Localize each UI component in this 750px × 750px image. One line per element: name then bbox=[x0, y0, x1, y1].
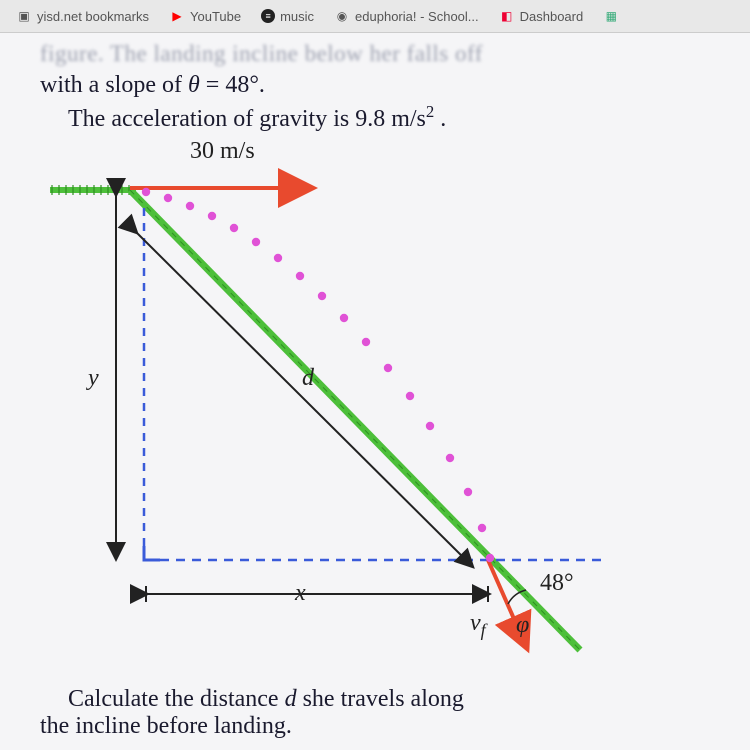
blurred-text-line: figure. The landing incline below her fa… bbox=[40, 41, 730, 67]
text-fragment: . bbox=[434, 106, 446, 132]
canvas-icon: ◧ bbox=[499, 8, 515, 24]
page-icon: ▣ bbox=[16, 8, 32, 24]
bookmark-yisd[interactable]: ▣ yisd.net bookmarks bbox=[8, 6, 157, 26]
velocity-label: 30 m/s bbox=[190, 138, 255, 165]
bookmark-dashboard[interactable]: ◧ Dashboard bbox=[491, 6, 592, 26]
bookmark-label: yisd.net bookmarks bbox=[37, 9, 149, 24]
page-icon: ▦ bbox=[603, 8, 619, 24]
question-line1: Calculate the distance d she travels alo… bbox=[40, 686, 730, 713]
physics-diagram: 30 m/s y d x 48° vf φ bbox=[50, 140, 610, 680]
bookmarks-bar: ▣ yisd.net bookmarks ▶ YouTube ≡ music ◉… bbox=[0, 0, 750, 33]
slope-text: with a slope of θ = 48°. bbox=[40, 69, 730, 101]
y-axis-label: y bbox=[88, 365, 99, 392]
bookmark-music[interactable]: ≡ music bbox=[253, 7, 322, 26]
bookmark-label: YouTube bbox=[190, 9, 241, 24]
angle-value: = 48° bbox=[200, 72, 259, 98]
bookmark-partial[interactable]: ▦ bbox=[595, 6, 619, 26]
question-line2: the incline before landing. bbox=[40, 713, 730, 740]
text-fragment: The acceleration of gravity is 9.8 m/s bbox=[68, 106, 426, 132]
phi-label: φ bbox=[516, 612, 529, 639]
question-text: Calculate the distance d she travels alo… bbox=[0, 680, 750, 740]
vf-sub: f bbox=[481, 620, 486, 640]
globe-icon: ◉ bbox=[334, 8, 350, 24]
bookmark-youtube[interactable]: ▶ YouTube bbox=[161, 6, 249, 26]
spotify-icon: ≡ bbox=[261, 9, 275, 23]
bookmark-label: Dashboard bbox=[520, 9, 584, 24]
bookmark-label: eduphoria! - School... bbox=[355, 9, 479, 24]
bookmark-label: music bbox=[280, 9, 314, 24]
vf-label: vf bbox=[470, 610, 486, 641]
gravity-text: The acceleration of gravity is 9.8 m/s2 … bbox=[40, 101, 730, 135]
diagram-svg bbox=[50, 140, 610, 680]
youtube-icon: ▶ bbox=[169, 8, 185, 24]
theta-symbol: θ bbox=[188, 72, 200, 98]
problem-content: figure. The landing incline below her fa… bbox=[0, 33, 750, 680]
text-fragment: with a slope of bbox=[40, 72, 188, 98]
angle-label: 48° bbox=[540, 570, 574, 597]
vf-v: v bbox=[470, 610, 481, 636]
text-fragment: . bbox=[259, 72, 265, 98]
bookmark-eduphoria[interactable]: ◉ eduphoria! - School... bbox=[326, 6, 487, 26]
d-label: d bbox=[302, 365, 314, 392]
x-axis-label: x bbox=[295, 580, 306, 607]
